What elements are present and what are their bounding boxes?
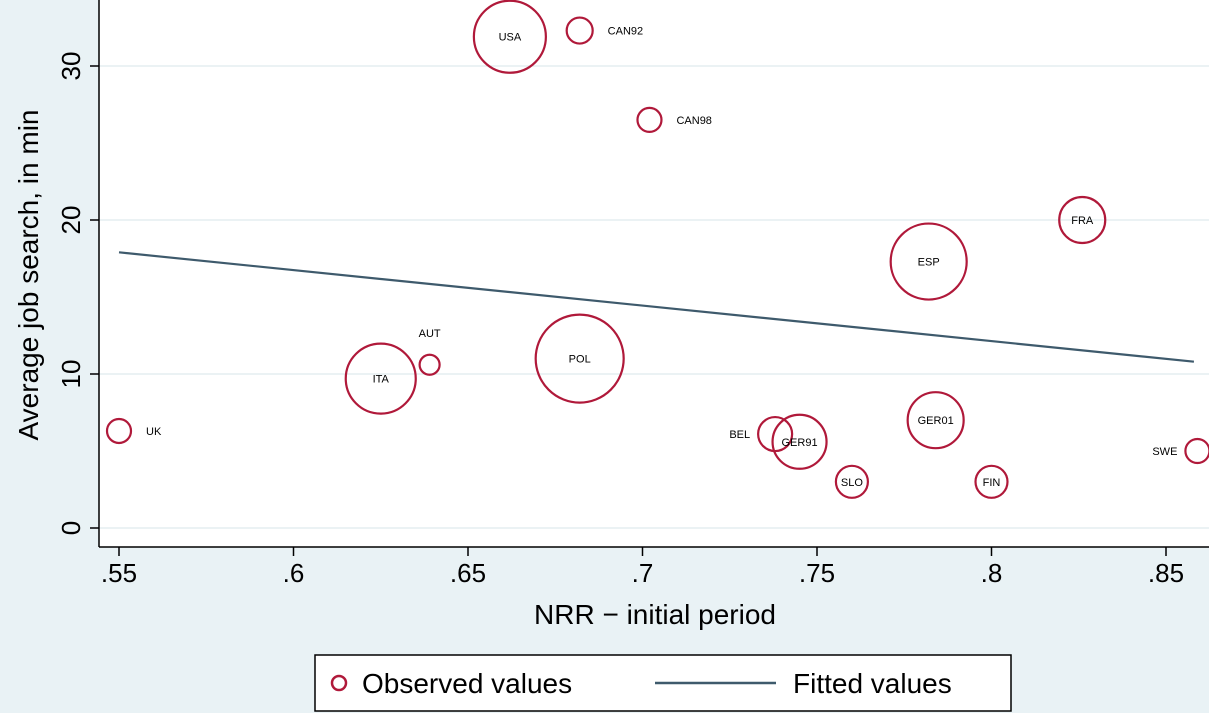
point-label-aut: AUT: [419, 328, 441, 340]
legend: Observed values Fitted values: [314, 654, 1012, 712]
point-label-fin: FIN: [983, 477, 1001, 489]
point-ita: [344, 342, 417, 415]
point-label-swe: SWE: [1152, 446, 1177, 458]
y-tick-label-1: 10: [56, 360, 86, 389]
point-slo: [834, 464, 870, 499]
point-label-uk: UK: [146, 426, 162, 438]
point-fin: [974, 464, 1009, 499]
y-tick-label-3: 30: [56, 52, 86, 81]
point-label-usa: USA: [499, 32, 522, 44]
x-tick-label-2: .65: [450, 558, 486, 588]
point-esp: [889, 222, 968, 301]
point-label-pol: POL: [569, 354, 591, 366]
fitted-line-layer: [118, 251, 1195, 363]
x-tick-label-4: .75: [799, 558, 835, 588]
legend-observed-label: Observed values: [362, 668, 572, 699]
y-tick-label-2: 20: [56, 206, 86, 235]
point-can92: [565, 16, 594, 45]
observed-points-layer: UK ITA AUT USA CAN92 POL CAN98 BEL GER91 SLO ESP GE…: [105, 0, 1209, 499]
axes: 0 10 20 30 .55 .6 .65 .7 .75 .8 .85: [56, 0, 1209, 588]
y-tick-label-0: 0: [56, 521, 86, 535]
x-tick-label-1: .6: [283, 558, 305, 588]
point-label-bel: BEL: [729, 429, 750, 441]
legend-fitted-label: Fitted values: [793, 668, 952, 699]
grid-lines: [99, 65, 1209, 529]
x-axis-label: NRR − initial period: [534, 599, 776, 630]
point-pol: [534, 313, 625, 404]
point-label-slo: SLO: [841, 477, 863, 489]
point-aut: [418, 353, 441, 376]
legend-circle-icon: [330, 674, 348, 692]
point-ger01: [906, 391, 965, 450]
fitted-values-line: [118, 251, 1195, 363]
x-tick-label-5: .8: [981, 558, 1003, 588]
point-label-ger01: GER01: [918, 415, 954, 427]
x-tick-label-6: .85: [1148, 558, 1184, 588]
point-ger91: [771, 413, 828, 470]
point-fra: [1058, 195, 1107, 245]
point-label-ger91: GER91: [782, 437, 818, 449]
point-swe: [1184, 437, 1209, 465]
x-tick-label-3: .7: [632, 558, 654, 588]
point-label-ita: ITA: [373, 374, 390, 386]
point-label-can98: CAN98: [676, 115, 711, 127]
y-axis-label: Average job search, in min: [13, 110, 44, 441]
point-label-can92: CAN92: [608, 26, 643, 38]
plot-area: [99, 0, 1209, 547]
point-label-esp: ESP: [918, 257, 940, 269]
x-tick-label-0: .55: [101, 558, 137, 588]
point-can98: [636, 106, 663, 134]
point-label-fra: FRA: [1071, 215, 1094, 227]
point-uk: [105, 417, 133, 445]
point-usa: [472, 0, 547, 74]
